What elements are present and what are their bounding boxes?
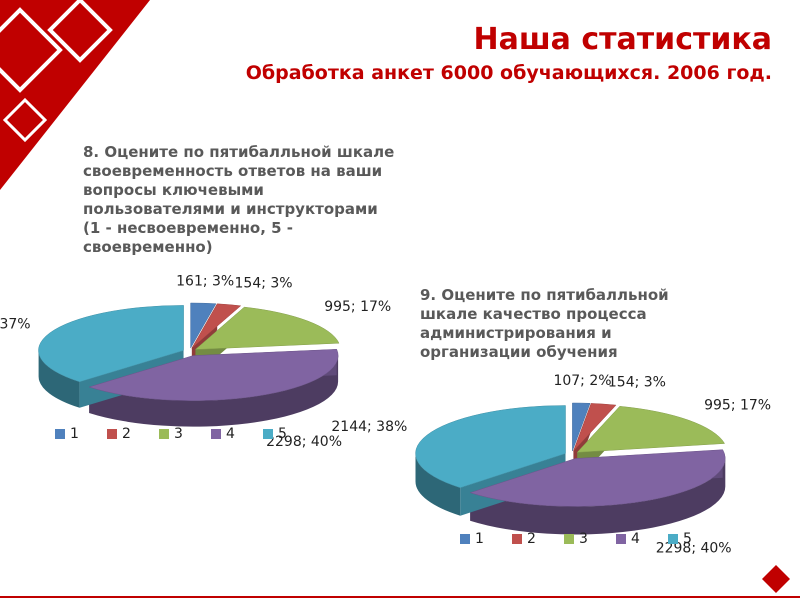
legend-label: 2 — [527, 531, 536, 547]
legend-swatch — [460, 534, 470, 544]
value-label: 154; 3% — [608, 375, 666, 391]
legend-swatch — [211, 429, 221, 439]
value-label: 2144; 38% — [331, 419, 407, 435]
slice-side — [38, 350, 80, 408]
value-label: 2298; 40% — [656, 540, 732, 556]
chart-title: 9. Оцените по пятибалльной шкале качеств… — [420, 286, 720, 362]
value-label: 2144; 37% — [0, 316, 31, 332]
legend-swatch — [159, 429, 169, 439]
slice — [572, 402, 591, 452]
slice-side — [415, 453, 461, 516]
slice — [88, 349, 339, 401]
slice — [576, 406, 726, 453]
value-label: 2298; 40% — [266, 434, 342, 450]
slice — [38, 305, 184, 383]
legend-label: 4 — [631, 531, 640, 547]
diamond — [0, 7, 63, 93]
chart-title-text: 8. Оцените по пятибалльной шкале своевре… — [83, 143, 395, 218]
value-label: 107; 2% — [553, 373, 611, 389]
value-label: 995; 17% — [704, 397, 771, 413]
chart-title-text: 9. Оцените по пятибалльной шкале качеств… — [420, 286, 669, 361]
value-label: 161; 3% — [176, 273, 234, 289]
value-label: 995; 17% — [324, 299, 391, 315]
value-labels: 107; 2%154; 3% 995; 17% 2298; 40% 2144; 38% — [331, 373, 771, 556]
slice — [190, 302, 217, 349]
legend-swatch — [668, 534, 678, 544]
legend-label: 2 — [122, 426, 131, 442]
slice — [191, 303, 242, 349]
legend-swatch — [263, 429, 273, 439]
diamond — [47, 0, 113, 63]
chart-title: 8. Оцените по пятибалльной шкале своевре… — [83, 143, 398, 257]
corner-shape — [0, 0, 150, 190]
slice-tops — [38, 302, 340, 401]
corner-diamond — [762, 565, 790, 593]
slide-subtitle: Обработка анкет 6000 обучающихся. 2006 г… — [245, 62, 772, 84]
legend-swatch — [512, 534, 522, 544]
slice — [415, 405, 566, 488]
legend-swatch — [616, 534, 626, 544]
slice-tops — [415, 402, 726, 507]
legend-swatch — [564, 534, 574, 544]
slice-side — [89, 355, 339, 427]
slide-title: Наша статистика — [473, 22, 772, 57]
legend-label: 4 — [226, 426, 235, 442]
legend-label: 1 — [70, 426, 79, 442]
value-label: 154; 3% — [235, 275, 293, 291]
chart-subtitle: (1 - несвоевременно, 5 - своевременно) — [83, 219, 294, 256]
legend-swatch — [107, 429, 117, 439]
slice-side — [470, 458, 726, 535]
diamond — [2, 97, 48, 143]
slice — [469, 449, 726, 507]
slice — [194, 306, 340, 350]
value-labels: 161; 3%154; 3% 995; 17% 2298; 40% 2144; 37% — [0, 273, 391, 450]
legend-label: 3 — [579, 531, 588, 547]
legend-swatch — [55, 429, 65, 439]
legend-label: 3 — [174, 426, 183, 442]
legend-label: 1 — [475, 531, 484, 547]
legend-label: 5 — [278, 426, 287, 442]
legend-label: 5 — [683, 531, 692, 547]
slice — [573, 403, 617, 452]
